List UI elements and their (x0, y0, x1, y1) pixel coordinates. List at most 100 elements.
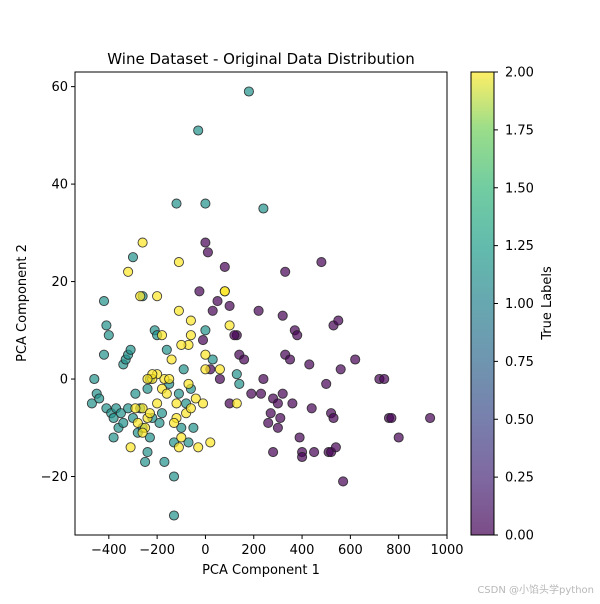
data-point-class-1 (125, 344, 136, 355)
data-point-class-2 (166, 354, 177, 365)
data-point-class-1 (168, 471, 180, 482)
data-point-class-2 (176, 339, 187, 350)
colorbar-tick-label: 0.25 (505, 471, 534, 486)
data-point-class-2 (190, 393, 201, 404)
data-point-class-0 (304, 359, 315, 370)
plot-frame (74, 71, 448, 536)
y-tick-label: 40 (51, 178, 68, 193)
data-point-class-0 (258, 373, 269, 385)
data-point-class-0 (287, 398, 298, 409)
data-point-class-0 (294, 432, 305, 443)
x-tick-label: 400 (290, 543, 315, 558)
data-point-class-1 (142, 383, 153, 394)
data-point-class-2 (152, 291, 163, 302)
data-point-class-1 (159, 456, 170, 467)
data-point-class-2 (224, 320, 235, 331)
data-point-class-1 (130, 388, 141, 399)
x-tick-label: 1000 (430, 543, 463, 558)
data-point-class-1 (118, 417, 129, 428)
data-point-class-1 (108, 432, 119, 443)
data-point-class-0 (321, 378, 332, 389)
colorbar-gradient (471, 72, 494, 535)
data-point-class-2 (171, 398, 182, 409)
watermark: CSDN @小馅头学python (477, 585, 594, 596)
data-point-class-2 (185, 330, 196, 341)
data-point-class-1 (200, 198, 211, 209)
data-point-class-1 (89, 373, 100, 385)
data-point-class-2 (137, 237, 148, 248)
data-point-class-0 (297, 451, 308, 463)
x-tick-label: 600 (338, 543, 363, 558)
y-tick-label: 0 (60, 373, 68, 388)
data-point-class-0 (214, 373, 225, 385)
x-tick-label: 800 (386, 543, 411, 558)
data-point-class-2 (231, 398, 242, 409)
data-point-class-0 (200, 237, 211, 248)
data-point-class-1 (94, 393, 105, 404)
data-point-class-0 (229, 330, 240, 341)
data-point-class-1 (142, 447, 153, 458)
data-point-class-0 (277, 388, 288, 399)
data-point-class-0 (284, 354, 296, 365)
data-point-class-2 (185, 315, 196, 326)
data-point-class-2 (130, 403, 141, 414)
data-point-class-2 (176, 432, 187, 443)
data-point-class-2 (173, 257, 184, 268)
x-tick-label: 0 (201, 543, 209, 558)
data-point-class-1 (98, 349, 110, 360)
data-point-class-1 (193, 125, 204, 136)
data-point-class-1 (176, 422, 187, 433)
data-point-class-1 (231, 369, 242, 380)
data-point-class-2 (164, 373, 175, 385)
points-layer (86, 86, 436, 521)
data-point-class-1 (108, 412, 119, 424)
data-point-class-1 (234, 378, 245, 389)
data-point-class-1 (207, 354, 218, 365)
data-point-class-2 (193, 442, 204, 453)
data-point-class-1 (243, 86, 254, 97)
colorbar-tick-label: 0.50 (505, 413, 534, 428)
data-point-class-1 (86, 398, 97, 409)
data-point-class-0 (292, 330, 303, 341)
colorbar-tick-label: 0.00 (505, 529, 534, 544)
data-point-class-2 (125, 442, 136, 453)
data-point-class-0 (338, 476, 349, 487)
x-tick-label: 200 (241, 543, 266, 558)
data-point-class-2 (152, 398, 163, 409)
data-point-class-2 (185, 403, 196, 414)
y-axis-title: PCA Component 2 (15, 244, 30, 362)
colorbar-tick-label: 0.75 (505, 355, 534, 370)
data-point-class-0 (330, 442, 341, 453)
data-point-class-0 (265, 408, 276, 419)
data-point-class-1 (115, 408, 126, 419)
data-point-class-0 (263, 417, 274, 428)
x-tick-label: −200 (139, 543, 175, 558)
data-point-class-1 (156, 408, 168, 419)
colorbar-tick-label: 2.00 (505, 66, 534, 81)
data-point-class-2 (183, 378, 194, 389)
data-point-class-1 (144, 432, 155, 443)
colorbar-axis: 0.00 0.25 0.50 0.75 1.00 1.25 1.50 1.75 2.00 (494, 66, 534, 544)
data-point-class-2 (214, 364, 225, 375)
colorbar-label: True Labels (540, 266, 555, 341)
data-point-class-0 (219, 261, 230, 272)
data-point-class-1 (171, 198, 182, 209)
data-point-class-2 (142, 373, 153, 385)
data-point-class-0 (224, 300, 235, 311)
data-point-class-2 (137, 427, 148, 438)
data-point-class-0 (197, 335, 209, 346)
data-point-class-0 (386, 412, 397, 424)
data-point-class-1 (173, 388, 184, 399)
data-point-class-2 (161, 388, 172, 399)
data-point-class-0 (393, 432, 404, 443)
data-point-class-1 (98, 296, 110, 307)
data-point-class-0 (239, 354, 250, 365)
data-point-class-0 (202, 247, 213, 258)
data-point-class-0 (280, 266, 291, 277)
data-point-class-2 (173, 442, 184, 453)
data-point-class-0 (277, 310, 288, 321)
x-axis: −400 −200 0 200 400 600 800 1000 (91, 535, 464, 558)
colorbar-tick-label: 1.25 (505, 239, 534, 254)
data-point-class-0 (328, 412, 339, 424)
